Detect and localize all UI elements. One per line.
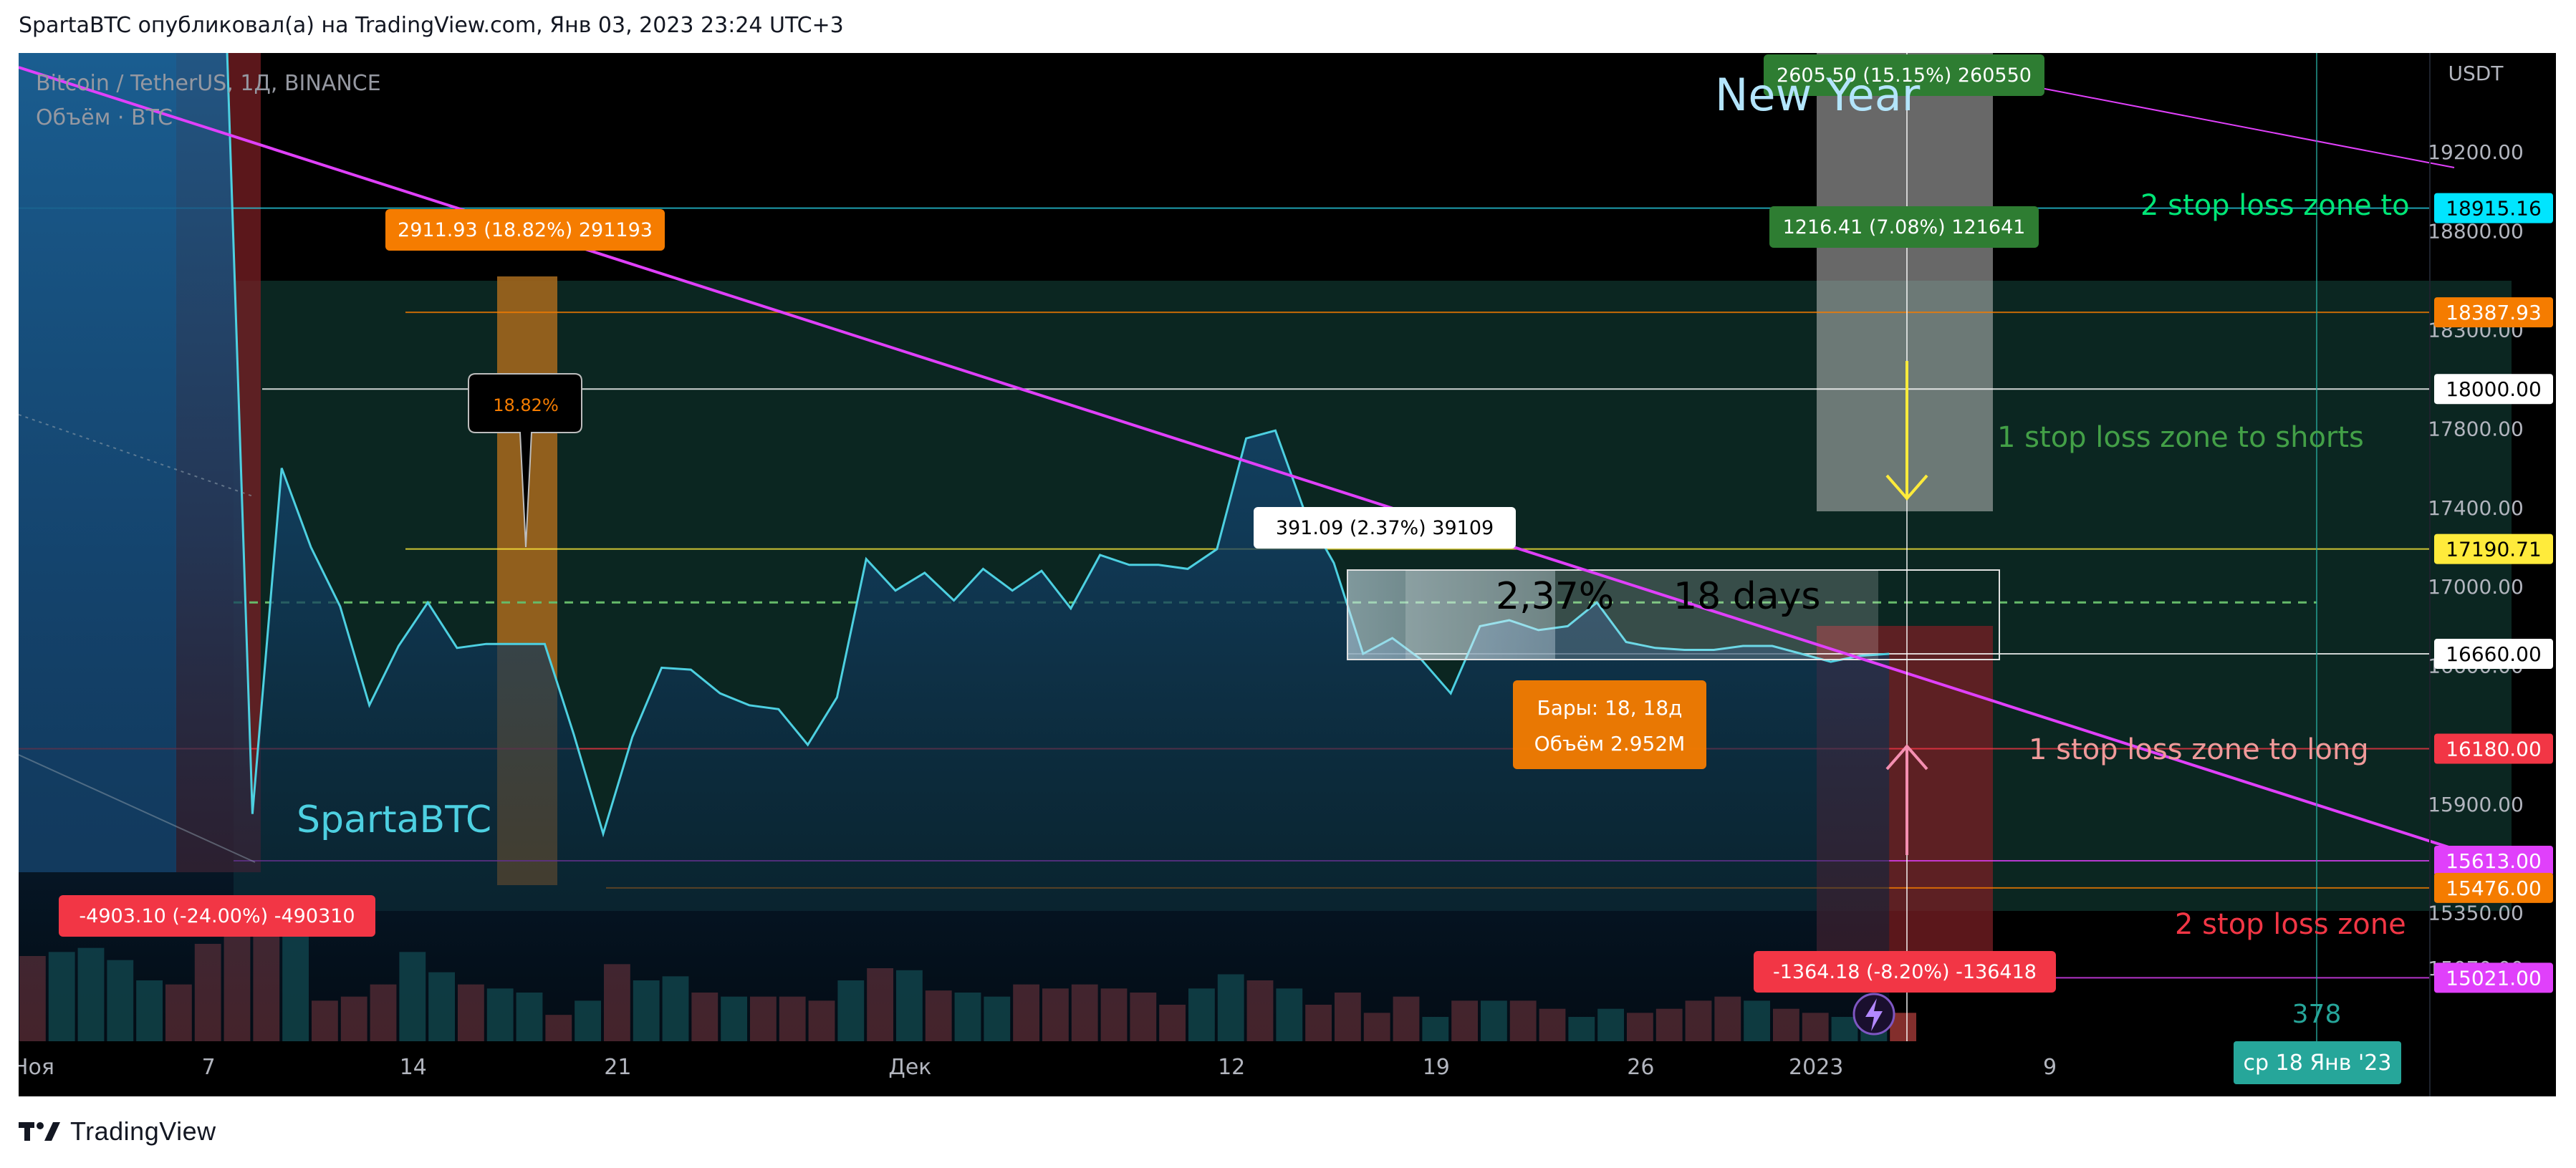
footer: TradingView (19, 1114, 216, 1149)
lightning-icon[interactable] (1852, 993, 1895, 1036)
price-tick-label: 17400.00 (2428, 496, 2524, 520)
time-axis[interactable]: Ноя 7 14 21 Дек 12 19 26 2023 9 (19, 1055, 2057, 1080)
stop-loss-2-zone-label: 2 stop loss zone (2175, 908, 2406, 941)
sideways-range-fill (1347, 570, 1555, 660)
time-tick-label: 21 (604, 1055, 631, 1080)
price-range-text: 2605.50 (15.15%) 260550 (1777, 64, 2032, 87)
price-badges: 18915.16 18387.93 18000.00 17190.71 16660.00… (2434, 193, 2553, 993)
price-badge-text: 16660.00 (2446, 642, 2542, 666)
time-tick-label: Ноя (19, 1055, 54, 1080)
target-zone-up (1817, 53, 1993, 511)
price-layer (19, 53, 1890, 1041)
bars-volume-box: Бары: 18, 18д Объём 2.952M (1513, 680, 1706, 769)
labels-layer: 2911.93 (18.82%) 291193 -4903.10 (-24.00… (36, 54, 2504, 1029)
range-days-text: 18 days (1673, 575, 1820, 618)
sideways-range-outline (1347, 569, 2000, 660)
price-range-text: -1364.18 (-8.20%) -136418 (1773, 961, 2037, 983)
price-badge (2434, 193, 2553, 223)
stop-loss-1-long-label: 1 stop loss zone to long (2029, 733, 2369, 766)
price-badge (2434, 534, 2553, 564)
publication-header: SpartaBTC опубликовал(а) на TradingView.… (19, 13, 844, 38)
price-tick-label: 15900.00 (2428, 793, 2524, 816)
price-range-label: 2605.50 (15.15%) 260550 (1764, 54, 2044, 96)
range-volume-text: Объём 2.952M (1534, 732, 1686, 756)
price-tick-label: 18800.00 (2428, 219, 2524, 243)
time-tick-label: 2023 (1789, 1055, 1843, 1080)
currency-label: USDT (2448, 62, 2504, 85)
time-tick-label: 19 (1423, 1055, 1450, 1080)
date-badge: ср 18 Янв '23 (2234, 1041, 2401, 1084)
time-tick-label: Дек (888, 1055, 931, 1080)
price-badge-text: 16180.00 (2446, 738, 2542, 761)
chart-panel[interactable]: 18.82% 2911.93 (18.82%) 291193 -4903.10 … (19, 53, 2556, 1096)
faint-line-2 (19, 754, 256, 863)
time-tick-label: 9 (2043, 1055, 2057, 1080)
time-tick-label: 7 (202, 1055, 216, 1080)
price-badge-text: 18387.93 (2446, 301, 2542, 324)
price-badge (2434, 733, 2553, 764)
percent-callout: 18.82% (468, 373, 582, 548)
symbol-legend: Bitcoin / TetherUS, 1Д, BINANCE (36, 71, 381, 96)
bars-count-text: Бары: 18, 18д (1537, 696, 1683, 720)
tradingview-brand[interactable]: TradingView (70, 1116, 216, 1146)
volume-legend: Объём · BTC (36, 105, 173, 130)
tradingview-logo-icon[interactable] (19, 1119, 62, 1144)
price-area (19, 53, 1890, 1041)
long-arrow-icon (1885, 743, 1928, 855)
price-tick-label: 17000.00 (2428, 575, 2524, 599)
price-range-label: 1216.41 (7.08%) 121641 (1769, 206, 2039, 248)
callout-percent-text: 18.82% (493, 395, 559, 415)
price-tick-label: 15350.00 (2428, 902, 2524, 925)
range-percent-text: 2,37% (1496, 575, 1614, 618)
price-range-label: 2911.93 (18.82%) 291193 (385, 209, 665, 251)
short-arrow-icon (1885, 361, 1928, 501)
price-badge (2434, 962, 2553, 993)
price-line (226, 53, 1890, 838)
price-badge-text: 18915.16 (2446, 197, 2542, 221)
time-tick-label: 14 (400, 1055, 427, 1080)
price-badge (2434, 639, 2553, 670)
price-badge-text: 15021.00 (2446, 966, 2542, 990)
stop-loss-1-shorts-label: 1 stop loss zone to shorts (1997, 421, 2364, 454)
faint-line-1 (19, 414, 256, 498)
price-range-label: -4903.10 (-24.00%) -490310 (59, 895, 375, 937)
price-badge-text: 15613.00 (2446, 849, 2542, 873)
price-badge (2434, 872, 2553, 903)
price-tick-label: 19200.00 (2428, 140, 2524, 164)
price-badge-text: 18000.00 (2446, 377, 2542, 401)
price-badge (2434, 374, 2553, 405)
price-range-label: -1364.18 (-8.20%) -136418 (1754, 951, 2056, 993)
sideways-range-box (1347, 569, 2000, 660)
price-range-text: 2911.93 (18.82%) 291193 (398, 219, 653, 241)
price-badge-text: 17190.71 (2446, 538, 2542, 561)
price-range-text: 391.09 (2.37%) 39109 (1276, 517, 1494, 539)
new-year-label: New Year (1715, 69, 1921, 121)
time-tick-label: 12 (1218, 1055, 1245, 1080)
date-badge-text: ср 18 Янв '23 (2244, 1051, 2392, 1076)
price-badge-text: 15476.00 (2446, 877, 2542, 900)
time-tick-label: 26 (1627, 1055, 1654, 1080)
price-tick-label: 17800.00 (2428, 417, 2524, 440)
price-range-label: 391.09 (2.37%) 39109 (1254, 507, 1516, 549)
price-range-text: 1216.41 (7.08%) 121641 (1783, 216, 2026, 238)
downtrend-line (19, 66, 2541, 878)
bar-count-label: 378 (2292, 1000, 2342, 1029)
stop-loss-2-to-label: 2 stop loss zone to (2140, 189, 2410, 222)
price-range-text: -4903.10 (-24.00%) -490310 (79, 905, 355, 927)
price-badge (2434, 846, 2553, 877)
author-watermark: SpartaBTC (297, 798, 491, 841)
price-chart[interactable]: 18.82% 2911.93 (18.82%) 291193 -4903.10 … (19, 53, 2556, 1096)
sideways-range-overlay (1405, 570, 1878, 660)
price-badge (2434, 297, 2553, 328)
